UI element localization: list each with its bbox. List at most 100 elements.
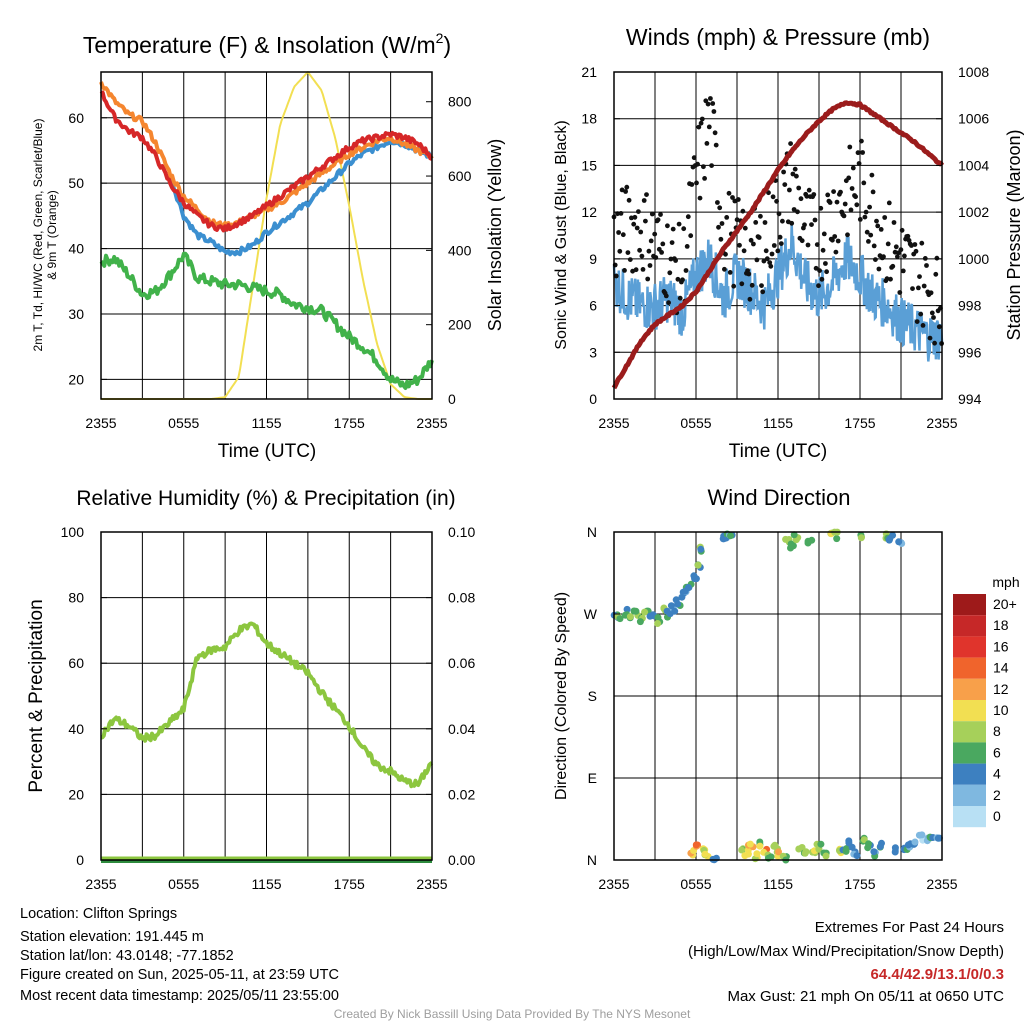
x-tick-label: 0555	[680, 415, 711, 431]
gust-point	[861, 180, 867, 186]
gust-point	[675, 276, 681, 282]
y-tick-label: 60	[68, 655, 84, 671]
winds-title: Winds (mph) & Pressure (mb)	[626, 24, 930, 50]
gust-point	[644, 192, 649, 198]
y-tick-label: W	[584, 606, 598, 622]
y-tick-label: 60	[68, 110, 84, 126]
max-gust-text: Max Gust: 21 mph On 05/11 at 0650 UTC	[727, 988, 1004, 1005]
x-tick-label: 1155	[763, 876, 793, 892]
gust-point	[696, 124, 702, 130]
direction-point	[672, 596, 680, 604]
gust-point	[641, 198, 647, 203]
y2-tick-label: 0.08	[448, 590, 475, 606]
direction-grid	[614, 532, 942, 860]
y-tick-label: 21	[581, 64, 597, 80]
x-tick-label: 1155	[251, 415, 281, 431]
gust-point	[646, 248, 652, 254]
winds-x-label: Time (UTC)	[729, 441, 828, 462]
gust-point	[709, 163, 714, 169]
insolation-y-label: Solar Insolation (Yellow)	[485, 139, 505, 331]
gust-point	[932, 340, 937, 346]
gust-point	[805, 242, 811, 248]
gust-point	[891, 220, 897, 225]
gust-point	[854, 202, 860, 208]
precip-y-ticks: 0.00 0.02 0.04 0.06 0.08 0.10	[426, 524, 475, 868]
gust-point	[921, 283, 927, 289]
gust-point	[847, 144, 853, 150]
gust-point	[636, 209, 641, 215]
gust-point	[653, 255, 659, 260]
y-tick-label: 30	[68, 306, 84, 322]
direction-point	[646, 612, 654, 620]
gust-point	[895, 254, 900, 260]
gust-point	[620, 232, 626, 238]
gust-point	[756, 235, 762, 240]
winds-y-label: Sonic Wind & Gust (Blue, Black)	[553, 120, 570, 349]
gust-point	[825, 192, 831, 198]
direction-point	[885, 536, 893, 544]
direction-y-label: Direction (Colored By Speed)	[553, 592, 570, 800]
direction-point	[801, 849, 809, 857]
gust-point	[777, 234, 783, 240]
gust-point	[660, 241, 666, 247]
gust-point	[748, 237, 754, 243]
gust-point	[742, 225, 748, 231]
gust-point	[866, 239, 871, 244]
gust-point	[878, 227, 884, 232]
gust-point	[875, 223, 881, 229]
gust-point	[871, 243, 877, 249]
gust-point	[841, 213, 847, 219]
gust-point	[920, 323, 926, 328]
gust-point	[899, 227, 905, 233]
gust-point	[655, 217, 661, 223]
humidity-x-ticks: 2355 0555 1155 1755 2355	[85, 876, 447, 892]
gust-point	[613, 273, 619, 279]
direction-point	[738, 846, 746, 854]
gust-point	[898, 247, 904, 253]
gust-point	[790, 171, 796, 177]
humidity-y-ticks: 0 20 40 60 80 100	[61, 524, 107, 868]
winds-x-ticks: 2355 0555 1155 1755 2355	[598, 415, 957, 431]
legend-swatch	[953, 742, 986, 764]
y-tick-label: E	[588, 770, 597, 786]
gust-point	[698, 120, 704, 126]
y-tick-label: 6	[589, 298, 597, 314]
legend-label: 8	[993, 723, 1001, 739]
y2-tick-label: 800	[448, 94, 472, 110]
gust-point	[816, 283, 821, 289]
legend-title: mph	[992, 574, 1019, 590]
gust-point	[669, 240, 675, 246]
gust-point	[771, 243, 777, 248]
gust-point	[781, 169, 786, 175]
temperature-x-label: Time (UTC)	[218, 441, 317, 462]
elevation-text: Station elevation: 191.445 m	[20, 929, 204, 945]
legend-swatch	[953, 763, 986, 785]
gust-point	[764, 256, 770, 262]
direction-point	[845, 839, 853, 847]
gust-point	[882, 215, 888, 220]
direction-point	[727, 532, 734, 540]
gust-point	[936, 324, 942, 330]
gust-point	[704, 141, 710, 146]
gust-point	[775, 248, 781, 254]
gust-point	[701, 164, 706, 170]
gust-point	[827, 200, 833, 205]
humidity-plot-frame	[100, 531, 433, 861]
location-text: Location: Clifton Springs	[20, 906, 178, 922]
direction-point	[935, 834, 943, 842]
direction-point	[833, 535, 841, 543]
gust-point	[637, 247, 642, 253]
direction-point	[623, 605, 631, 613]
direction-point	[808, 536, 816, 544]
gust-point	[643, 218, 648, 224]
gust-point	[677, 295, 683, 301]
legend-swatch	[953, 806, 986, 828]
gust-point	[751, 241, 756, 247]
gust-point	[814, 242, 820, 248]
y2-tick-label: 0.02	[448, 786, 475, 802]
temperature-series	[99, 71, 434, 400]
legend-swatch	[953, 615, 986, 637]
y-tick-label: 18	[581, 111, 597, 127]
gust-point	[663, 293, 669, 299]
gust-point	[863, 209, 869, 215]
